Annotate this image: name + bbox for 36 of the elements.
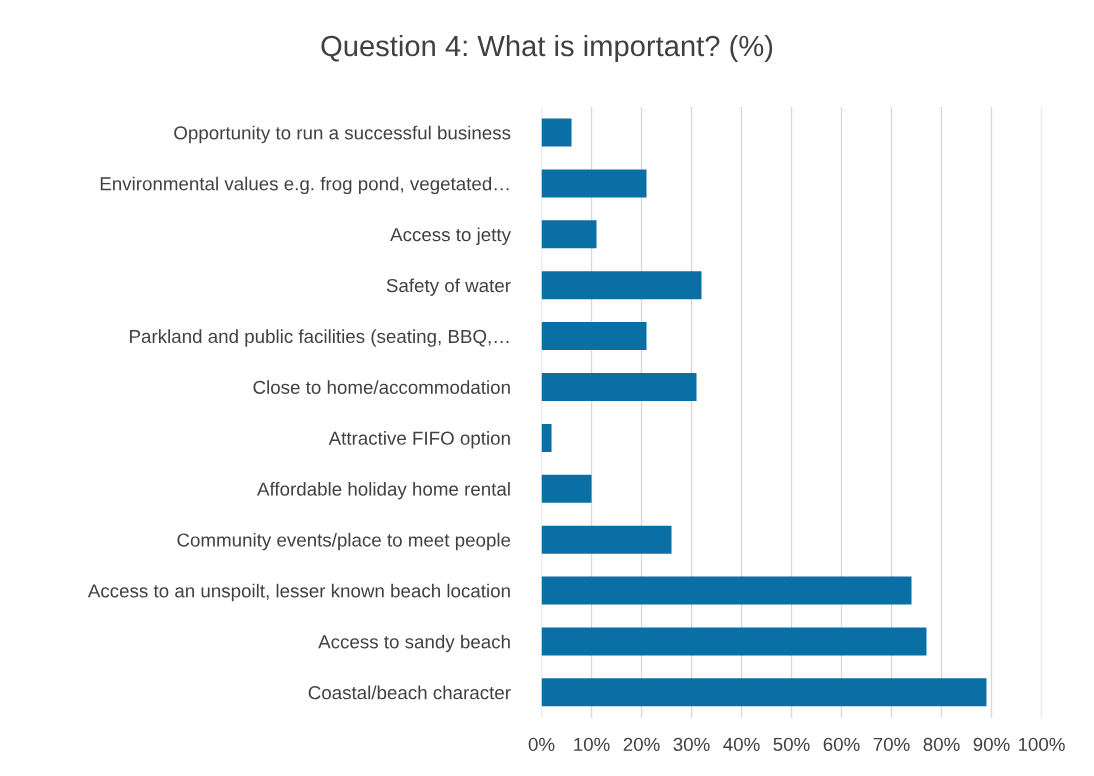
x-tick-label: 10% [574,737,610,752]
x-tick-label: 50% [773,737,810,752]
y-tick-label: Access to jetty [390,227,511,245]
bar [541,474,592,503]
bar [541,220,597,249]
bar [541,423,552,452]
bar [541,373,697,401]
x-tick-label: 40% [723,737,760,752]
bar [541,322,647,351]
bar [541,169,647,198]
y-tick-label: Opportunity to run a successful business [174,125,511,144]
bar [541,118,572,147]
bar [541,627,927,656]
y-tick-label: Access to sandy beach [318,634,510,653]
x-tick-label: 20% [623,737,660,752]
y-tick-label: Access to an unspoilt, lesser known beach location [87,583,510,602]
y-tick-label: Close to home/accommodation [253,380,510,394]
y-tick-label: Attractive FIFO option [328,431,510,449]
x-tick-label: 0% [528,737,555,752]
x-tick-label: 70% [873,737,910,752]
x-tick-label: 30% [673,737,710,752]
y-tick-label: Parkland and public facilities (seating, BBQ,… [130,329,509,347]
y-tick-label: Affordable holiday home rental [257,481,510,500]
y-tick-label: Environmental values e.g. frog pond, vegetated… [100,176,509,195]
x-tick-label: 60% [823,737,860,752]
bar [541,576,912,605]
bar [541,271,702,300]
x-tick-label: 90% [973,737,1010,752]
bar [541,678,987,707]
y-tick-label: Community events/place to meet people [177,532,511,551]
chart-title: Question 4: What is important? (%) [321,34,773,63]
y-tick-label: Coastal/beach character [308,685,511,700]
bar [541,525,672,554]
y-tick-label: Safety of water [386,278,511,296]
x-tick-label: 100% [1018,737,1065,752]
x-tick-label: 80% [923,737,960,752]
